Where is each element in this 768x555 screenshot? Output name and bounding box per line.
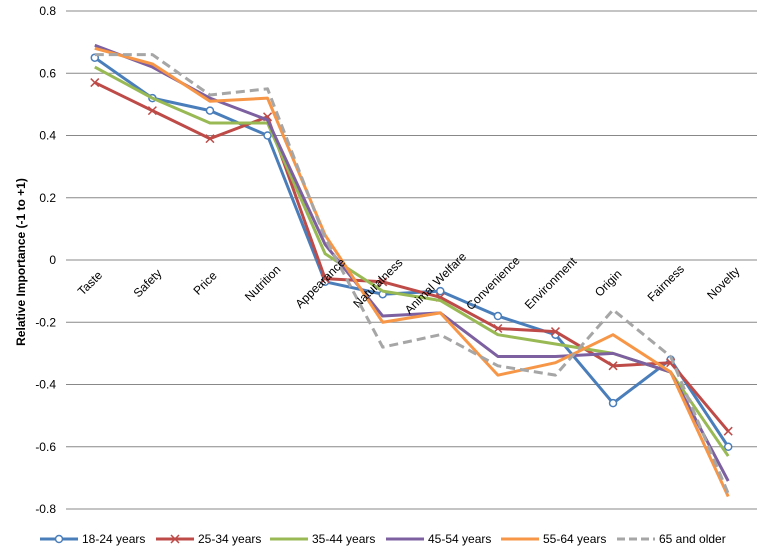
data-point [320, 274, 330, 284]
y-axis-ticks: 0.8 0.6 0.4 0.2 0 -0.2 -0.4 -0.6 -0.8 [35, 4, 56, 516]
series-line [94, 43, 730, 482]
data-point [493, 323, 503, 334]
legend-item: 18-24 years [40, 532, 145, 546]
y-tick-label: 0.2 [39, 191, 56, 205]
series-5 [94, 46, 730, 498]
category-label: Price [191, 268, 220, 297]
y-tick-label: 0.4 [39, 129, 56, 143]
category-labels: Taste Safety Price Nutrition Appearance Natur… [75, 249, 743, 317]
y-axis-label: Relative Importance (-1 to +1) [14, 178, 28, 346]
category-label: Fairness [645, 262, 687, 304]
category-label: Nutrition [242, 262, 283, 303]
series-line [93, 56, 730, 448]
legend-label: 35-44 years [312, 532, 375, 546]
data-point [550, 327, 560, 337]
legend-label: 65 and older [659, 532, 726, 546]
data-point [608, 398, 618, 408]
data-point [263, 131, 272, 140]
series-3 [94, 65, 730, 457]
series-line [94, 53, 730, 495]
legend-item: 55-64 years [501, 532, 606, 546]
legend-label: 18-24 years [82, 532, 145, 546]
legend-item: 45-54 years [386, 532, 491, 546]
y-tick-label: -0.8 [35, 502, 56, 516]
legend-label: 45-54 years [428, 532, 491, 546]
series-2 [90, 78, 733, 436]
y-tick-label: -0.6 [35, 440, 56, 454]
data-point [608, 361, 618, 371]
data-point [147, 106, 157, 116]
data-point [205, 106, 215, 115]
legend-marker [170, 534, 180, 544]
y-tick-label: -0.4 [35, 378, 56, 392]
legend-label: 55-64 years [543, 532, 606, 546]
legend: 18-24 years 25-34 years 35-44 years 45-54 y… [40, 532, 726, 546]
category-label: Convenience [463, 253, 523, 313]
series-line [94, 65, 730, 457]
category-label: Taste [75, 268, 105, 298]
category-label: Novelty [704, 264, 742, 302]
data-point [436, 286, 445, 296]
y-tick-label: 0.6 [39, 66, 56, 80]
legend-marker [54, 534, 64, 544]
series-4 [94, 43, 730, 482]
category-label: Safety [131, 266, 165, 300]
y-tick-label: 0.8 [39, 4, 56, 18]
legend-item: 35-44 years [270, 532, 375, 546]
data-point [90, 78, 100, 88]
data-point [493, 311, 503, 321]
data-point [205, 134, 215, 144]
legend-item: 65 and older [617, 532, 726, 546]
series-6 [94, 53, 730, 495]
legend-item: 25-34 years [156, 532, 261, 546]
legend-label: 25-34 years [198, 532, 261, 546]
gridlines [66, 10, 757, 510]
category-label: Origin [592, 267, 625, 300]
data-point [723, 442, 733, 451]
series-line [94, 46, 730, 498]
y-tick-label: 0 [49, 253, 56, 267]
series-line [94, 81, 730, 433]
data-point [723, 426, 733, 436]
category-label: Environment [522, 254, 580, 312]
data-point [378, 277, 388, 287]
series-lines [90, 43, 733, 498]
y-tick-label: -0.2 [35, 315, 56, 329]
